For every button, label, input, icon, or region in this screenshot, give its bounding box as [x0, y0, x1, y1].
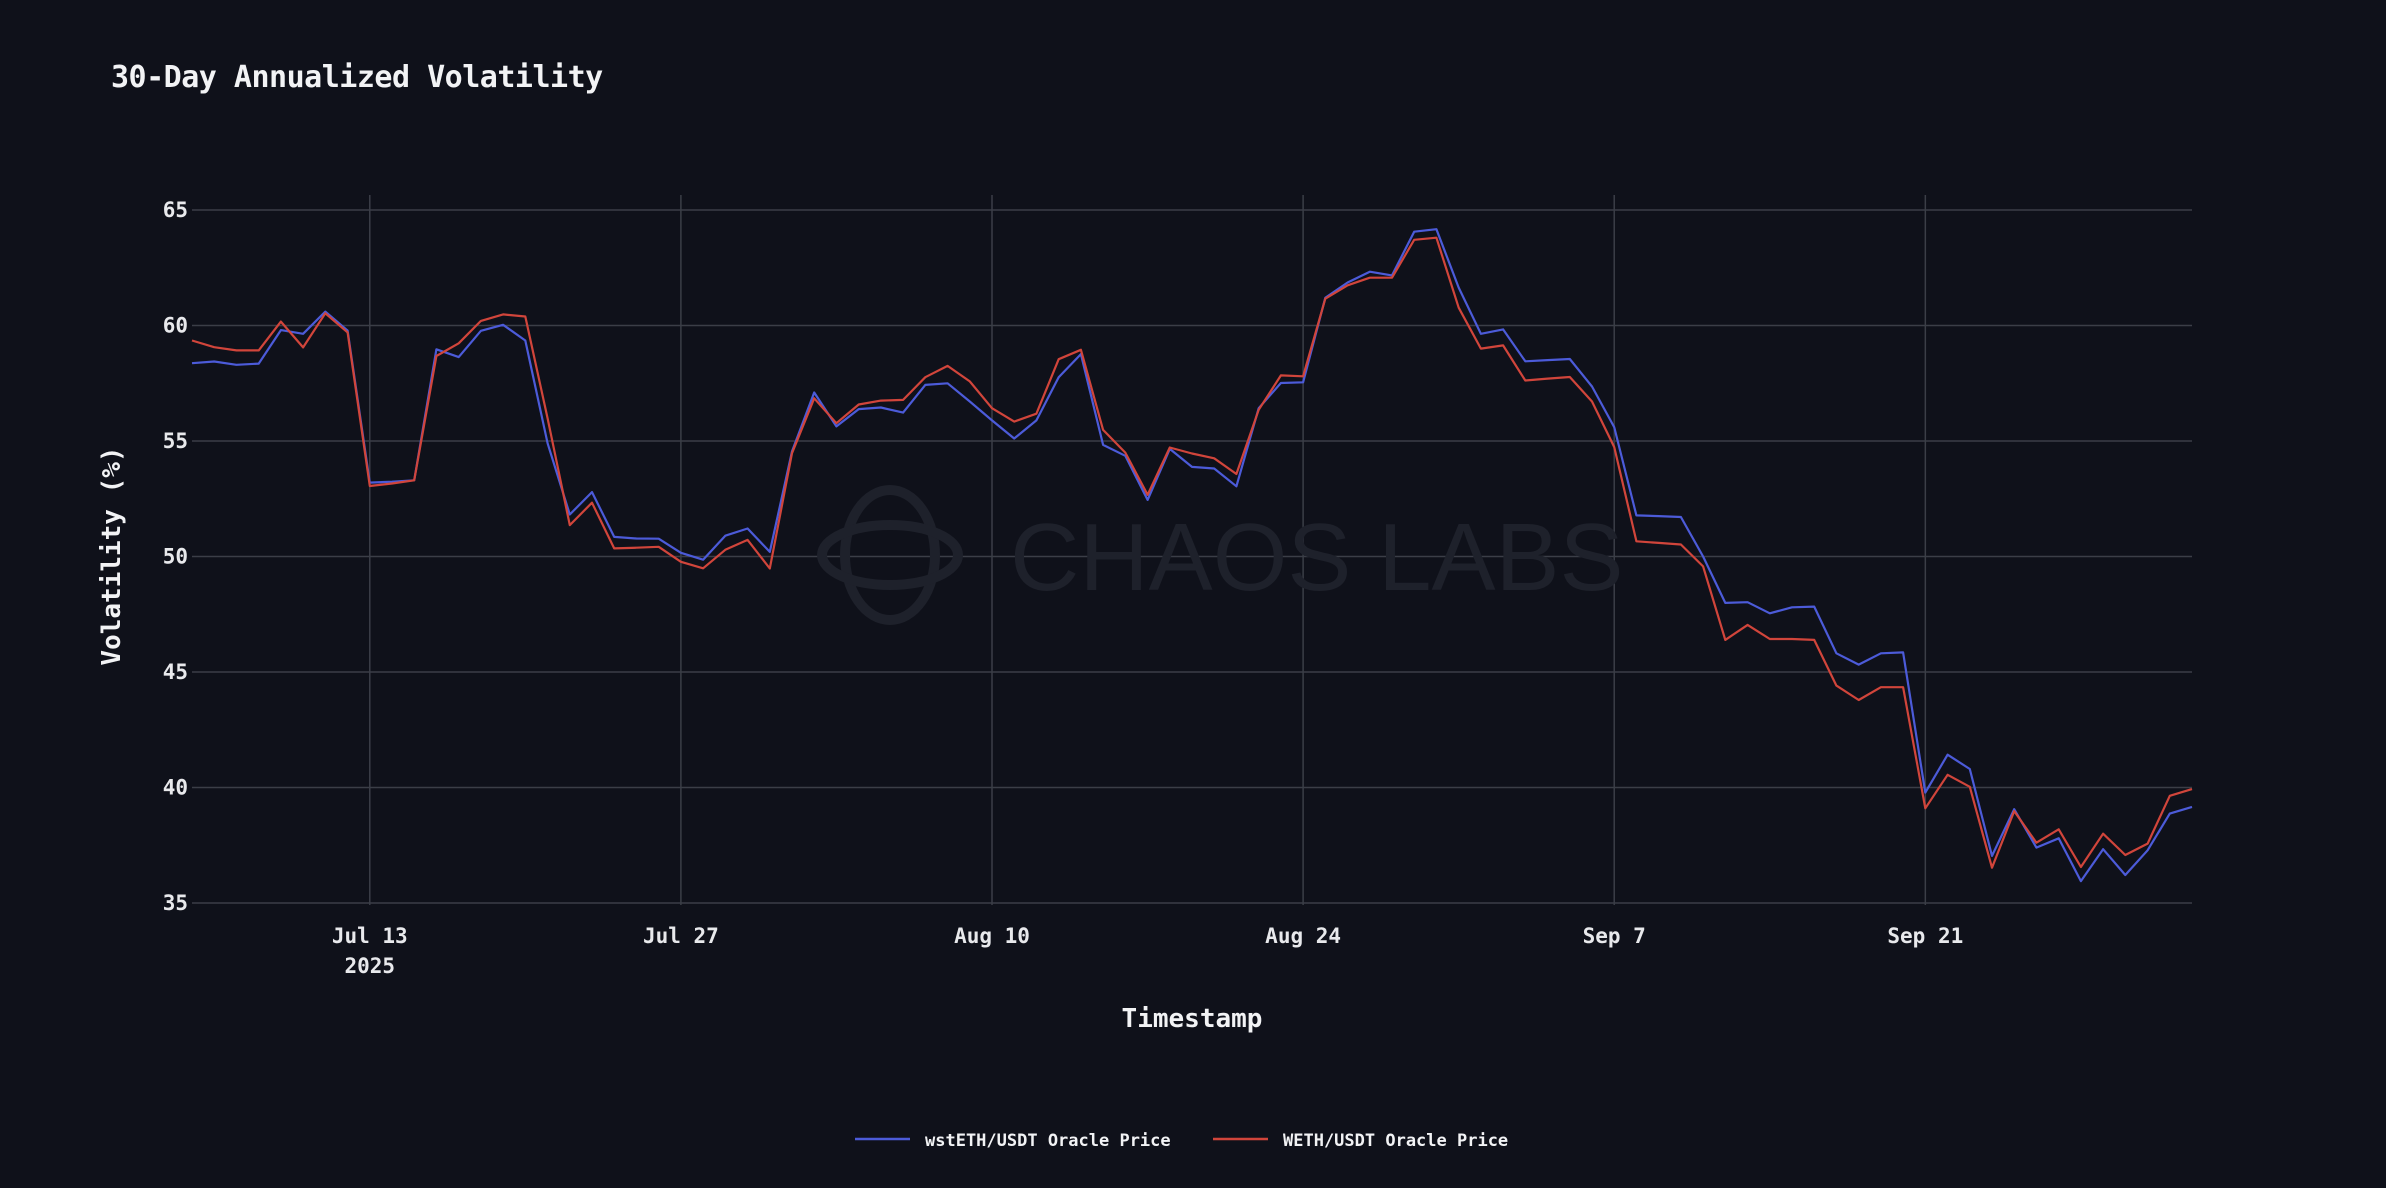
x-tick-label: Sep 21 [1887, 924, 1963, 948]
grid [192, 195, 2192, 905]
legend-item-weth[interactable]: WETH/USDT Oracle Price [1213, 1131, 1508, 1151]
x-tick-label: Jul 13 [332, 924, 408, 948]
x-tick-label: Aug 24 [1265, 924, 1341, 948]
y-tick-label: 35 [163, 891, 188, 915]
x-tick-label: Sep 7 [1583, 924, 1646, 948]
series-lines [191, 228, 2193, 883]
y-tick-label: 45 [163, 660, 188, 684]
y-tick-label: 40 [163, 776, 188, 800]
watermark-logo-icon [817, 485, 963, 625]
x-tick-year-label: 2025 [344, 954, 395, 978]
legend-label-wsteth: wstETH/USDT Oracle Price [925, 1131, 1171, 1151]
legend-item-wsteth[interactable]: wstETH/USDT Oracle Price [855, 1131, 1171, 1151]
x-tick-label: Aug 10 [954, 924, 1030, 948]
x-tick-label: Jul 27 [643, 924, 719, 948]
chart-title: 30-Day Annualized Volatility [111, 60, 603, 95]
legend: wstETH/USDT Oracle Price WETH/USDT Oracl… [855, 1131, 1508, 1151]
y-tick-label: 50 [163, 545, 188, 569]
legend-label-weth: WETH/USDT Oracle Price [1283, 1131, 1508, 1151]
axis-ticks: 35 40 45 50 55 60 65 Jul 13 2025 Jul 27 Aug 10 Aug … [163, 198, 1964, 978]
y-tick-label: 60 [163, 314, 188, 338]
watermark-logo-text: CHAOS LABS [1010, 504, 1624, 611]
y-tick-label: 65 [163, 198, 188, 222]
series-line-weth [191, 236, 2193, 869]
y-axis-label: Volatility (%) [97, 446, 127, 665]
series-line-wsteth [191, 228, 2193, 883]
x-axis-label: Timestamp [1122, 1004, 1263, 1034]
y-tick-label: 55 [163, 429, 188, 453]
